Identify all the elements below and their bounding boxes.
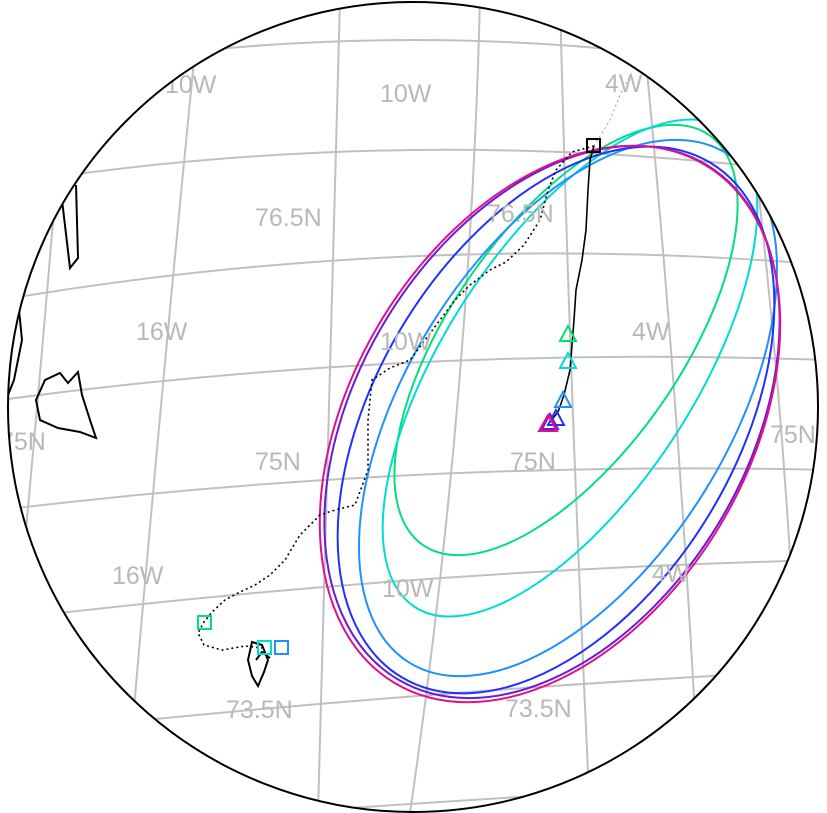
label-top-center: 10W	[380, 80, 432, 108]
label-center-right-lat: 75N	[510, 448, 556, 476]
label-mid-center-lon: 10W	[380, 328, 432, 356]
drift-tracks	[197, 71, 633, 651]
end-markers	[537, 323, 578, 432]
triangle-cyan	[558, 350, 578, 369]
triangle-blue	[553, 389, 573, 408]
start-markers	[197, 138, 601, 655]
label-mid-left-lon: 16W	[136, 318, 188, 346]
triangle-magenta	[537, 412, 559, 432]
label-bottom-right-lat: 73.5N	[505, 695, 572, 723]
label-top-left: 10W	[165, 71, 217, 99]
globe-outline	[7, 1, 819, 813]
label-mid-right-lon: 4W	[632, 318, 670, 346]
coastline-bear-island	[246, 640, 271, 689]
graticule-labels: 10W 10W 4W 76.5N 76.5N 16W 10W 4W 75N 75…	[0, 70, 816, 724]
ellipse-darkblue	[336, 145, 776, 695]
triangle-purple	[540, 411, 560, 430]
ellipse-purple	[323, 144, 781, 700]
track-observed	[549, 145, 595, 423]
label-lower-right-lon: 4W	[652, 560, 690, 588]
start-square-black	[586, 138, 601, 153]
graticule-parallels	[8, 39, 818, 812]
triangle-green	[558, 323, 578, 342]
start-square-cyan	[257, 640, 272, 655]
label-left-edge-lat: 75N	[0, 428, 46, 456]
coastline-greenland	[8, 184, 98, 440]
start-square-blue	[274, 640, 289, 655]
start-square-green	[197, 615, 212, 630]
label-bottom-left-lat: 73.5N	[226, 696, 293, 724]
label-lower-left-lon: 16W	[112, 562, 164, 590]
graticule-meridians	[8, 2, 801, 812]
uncertainty-ellipses	[318, 118, 782, 704]
label-upper-right-lat: 76.5N	[487, 200, 554, 228]
label-top-right: 4W	[605, 70, 643, 98]
ellipse-magenta	[318, 144, 782, 704]
label-upper-left-lat: 76.5N	[255, 204, 322, 232]
ellipse-green	[393, 123, 739, 557]
track-modelled	[197, 145, 595, 651]
label-right-edge-lat: 75N	[770, 421, 816, 449]
label-lower-center-lon: 10W	[382, 575, 434, 603]
track-faint	[593, 71, 633, 147]
ellipse-blue	[357, 138, 779, 678]
label-center-left-lat: 75N	[255, 448, 301, 476]
